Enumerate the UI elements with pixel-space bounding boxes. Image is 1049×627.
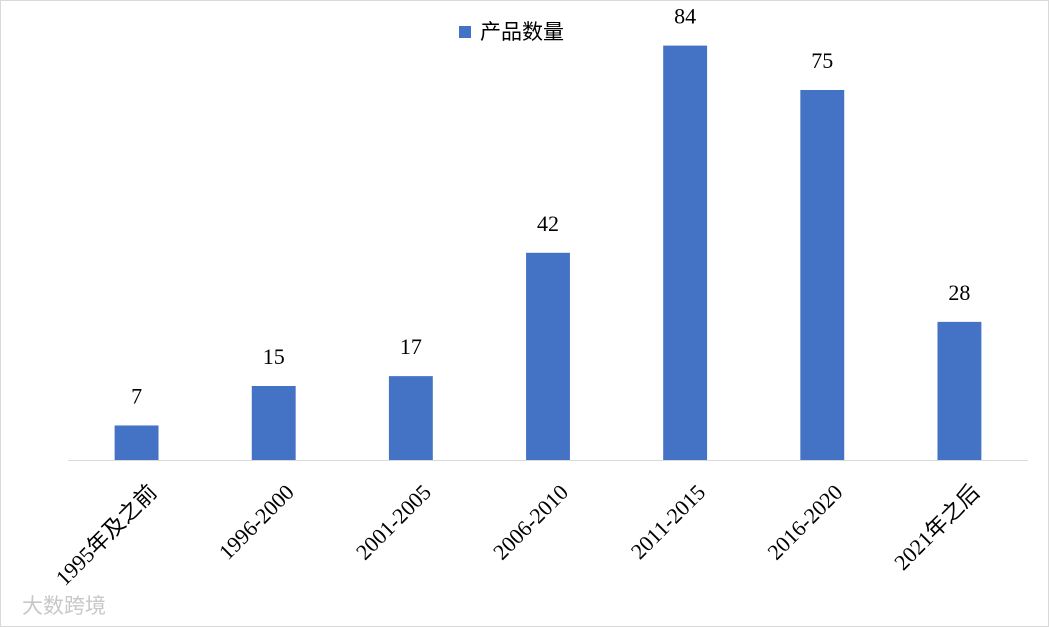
bar [251,386,296,460]
data-label: 84 [674,4,696,29]
watermark: 大数跨境 [22,594,106,618]
bar [388,376,433,460]
legend-label: 产品数量 [480,20,564,44]
bar [937,321,982,460]
data-label: 75 [811,48,833,73]
data-label: 15 [263,344,285,369]
bar [526,252,570,460]
bar [114,425,159,460]
data-label: 17 [400,334,422,359]
data-label: 42 [537,211,559,236]
bar [800,90,845,460]
data-label: 28 [948,280,970,305]
bar [663,45,708,460]
legend-swatch [459,26,471,38]
data-label: 7 [131,384,142,409]
